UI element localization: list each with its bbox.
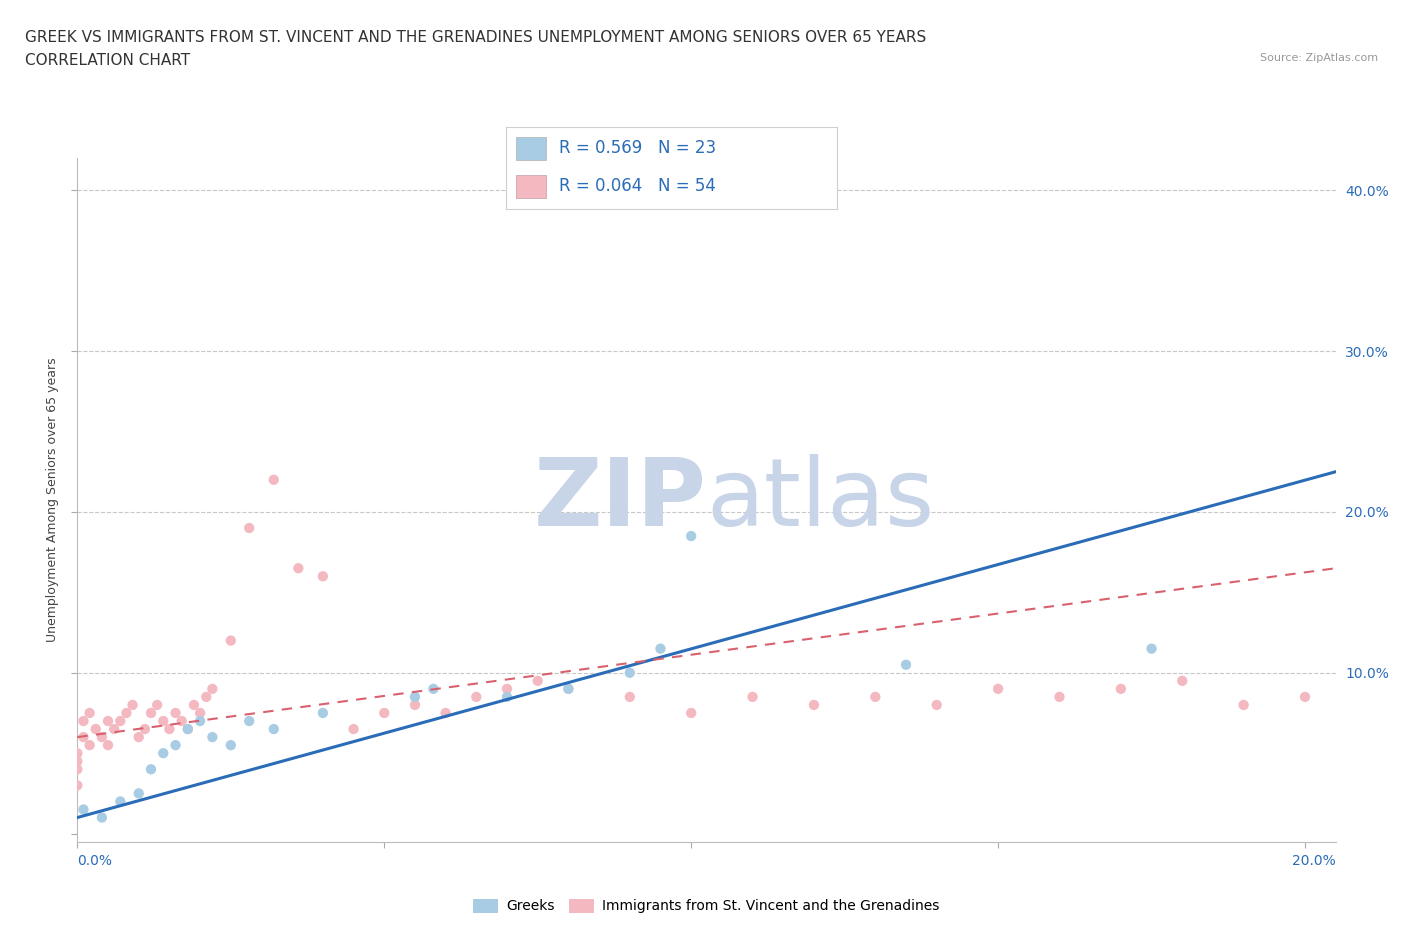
Point [312,569,335,584]
Point [170,713,193,728]
Point [465,689,488,704]
Point [115,706,138,721]
Point [201,682,224,697]
Point [134,722,156,737]
Text: ZIP: ZIP [534,454,707,546]
Point [894,658,917,672]
Point [188,713,211,728]
Point [110,713,132,728]
Point [183,698,205,712]
Point [987,682,1010,697]
Point [201,730,224,745]
Point [1233,698,1256,712]
Text: 0.0%: 0.0% [77,854,112,868]
Point [1140,641,1163,656]
Point [188,706,211,721]
Point [496,689,519,704]
Point [1049,689,1071,704]
Point [177,722,200,737]
Bar [516,138,546,160]
Point [72,713,94,728]
Point [165,706,187,721]
Point [84,722,107,737]
Point [526,673,548,688]
Point [66,746,89,761]
Text: 20.0%: 20.0% [1292,854,1336,868]
Point [110,794,132,809]
Point [422,682,444,697]
Point [79,706,101,721]
Point [66,777,89,792]
Point [1171,673,1194,688]
Point [177,722,200,737]
Point [681,528,703,543]
Point [404,689,426,704]
Point [681,706,703,721]
Point [97,737,120,752]
Point [152,713,174,728]
Point [79,737,101,752]
Point [312,706,335,721]
Y-axis label: Unemployment Among Seniors over 65 years: Unemployment Among Seniors over 65 years [45,357,59,643]
Point [619,665,641,680]
Bar [516,175,546,198]
Point [139,706,162,721]
Point [925,698,948,712]
Point [97,713,120,728]
Point [1109,682,1132,697]
Point [496,682,519,697]
Text: atlas: atlas [707,454,935,546]
Point [803,698,825,712]
Legend: Greeks, Immigrants from St. Vincent and the Grenadines: Greeks, Immigrants from St. Vincent and … [474,898,939,913]
Point [373,706,395,721]
Point [72,802,94,817]
Point [434,706,457,721]
Point [865,689,887,704]
Point [404,698,426,712]
Point [557,682,579,697]
Point [263,722,285,737]
Text: R = 0.569   N = 23: R = 0.569 N = 23 [560,140,716,157]
Text: R = 0.064   N = 54: R = 0.064 N = 54 [560,177,716,195]
Point [619,689,641,704]
Point [650,641,672,656]
Text: Source: ZipAtlas.com: Source: ZipAtlas.com [1260,53,1378,63]
Point [165,737,187,752]
Point [90,730,112,745]
Point [287,561,309,576]
Point [121,698,143,712]
Point [238,713,260,728]
Point [342,722,364,737]
Point [263,472,285,487]
Text: CORRELATION CHART: CORRELATION CHART [25,53,190,68]
Point [90,810,112,825]
Point [195,689,218,704]
Point [128,730,150,745]
Point [557,682,579,697]
Point [66,754,89,769]
Point [741,689,763,704]
Point [157,722,180,737]
Point [146,698,169,712]
Point [219,633,242,648]
Point [238,521,260,536]
Text: GREEK VS IMMIGRANTS FROM ST. VINCENT AND THE GRENADINES UNEMPLOYMENT AMONG SENIO: GREEK VS IMMIGRANTS FROM ST. VINCENT AND… [25,30,927,45]
Point [103,722,125,737]
Point [152,746,174,761]
Point [72,730,94,745]
Point [128,786,150,801]
Point [66,762,89,777]
Point [219,737,242,752]
Point [1294,689,1316,704]
Point [139,762,162,777]
